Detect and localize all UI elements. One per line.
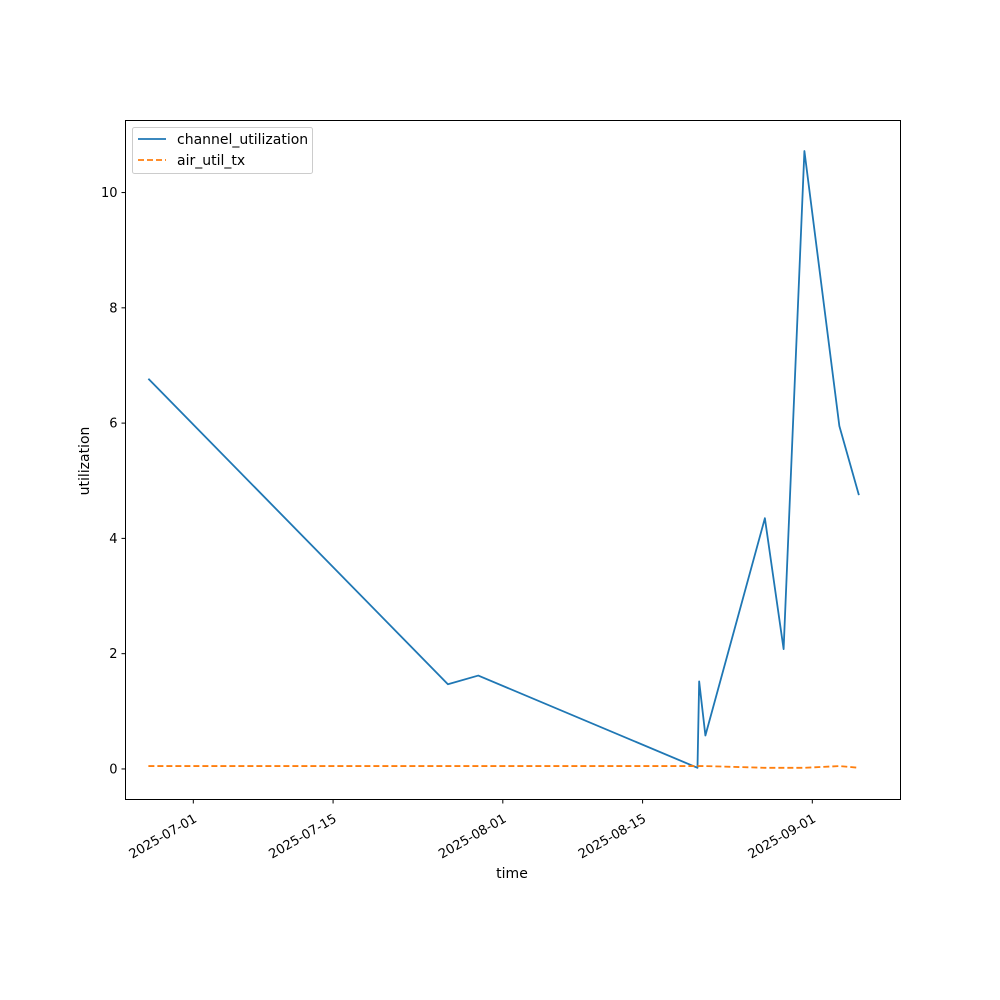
series-line-air-util-tx [148, 765, 859, 769]
y-tick-label-10: 10 [101, 186, 118, 201]
series-layer [147, 150, 860, 769]
y-tick-label-4: 4 [109, 532, 117, 547]
x-axis-label: time [496, 866, 528, 882]
legend-label-air-util-tx: air_util_tx [177, 153, 245, 169]
y-tick-label-2: 2 [109, 647, 117, 662]
plot-frame [125, 120, 901, 800]
y-axis: 0 2 4 6 8 10 [101, 186, 126, 777]
y-tick-label-0: 0 [109, 762, 117, 777]
legend-label-channel-utilization: channel_utilization [177, 132, 308, 148]
y-tick-label-6: 6 [109, 417, 117, 432]
legend-box [132, 127, 313, 174]
series-line-channel-utilization [147, 150, 860, 769]
y-tick-label-8: 8 [109, 301, 117, 316]
legend: channel_utilization air_util_tx [132, 127, 313, 174]
y-axis-label: utilization [77, 427, 93, 496]
